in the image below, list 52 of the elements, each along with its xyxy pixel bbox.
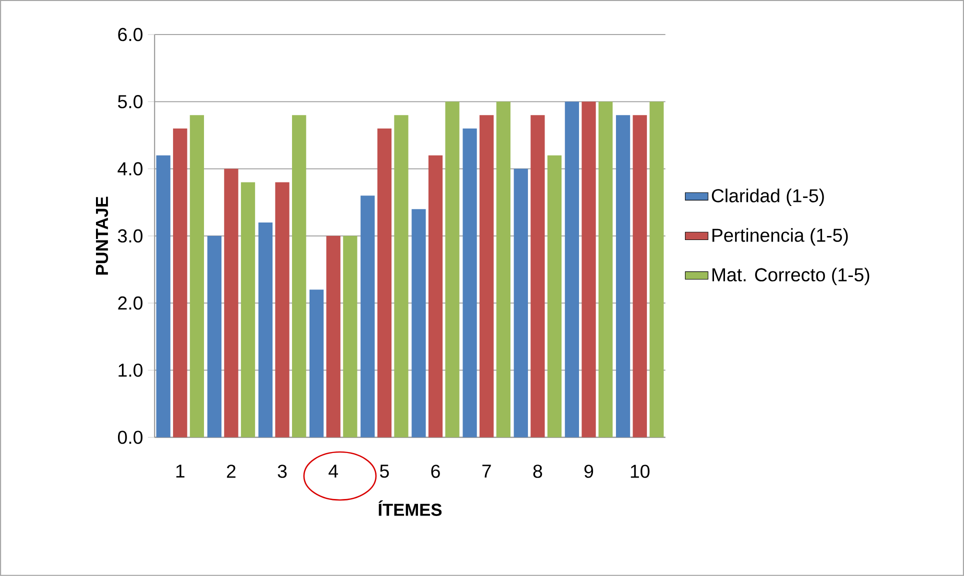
bar <box>207 236 222 438</box>
bar <box>582 102 596 438</box>
y-tick-label: 1.0 <box>118 364 142 377</box>
bar <box>650 102 664 438</box>
x-tick-label: 2 <box>226 464 236 478</box>
bar <box>343 236 358 438</box>
bar <box>156 155 170 438</box>
bar <box>377 128 392 438</box>
bar <box>309 290 324 438</box>
bar <box>292 115 306 438</box>
x-tick-label: 1 <box>176 464 184 478</box>
bar <box>224 168 238 438</box>
x-axis-title: ÍTEMES <box>378 500 442 516</box>
bar <box>412 209 426 438</box>
x-tick-label: 9 <box>584 464 594 478</box>
bar <box>190 115 204 438</box>
bar <box>547 155 562 438</box>
x-tick-label: 4 <box>328 464 338 478</box>
bar <box>530 115 545 438</box>
bar <box>480 115 494 438</box>
x-tick-label: 10 <box>630 464 650 478</box>
bar <box>462 128 477 438</box>
y-tick-label: 6.0 <box>118 28 142 42</box>
bar <box>514 168 528 438</box>
bar <box>598 102 613 438</box>
bar <box>173 128 188 438</box>
bar <box>496 102 510 438</box>
bar <box>428 155 443 438</box>
x-tick-label: 6 <box>431 464 440 478</box>
bar <box>632 115 647 438</box>
y-tick-label: 0.0 <box>118 430 142 444</box>
x-tick-label: 7 <box>482 464 491 478</box>
y-axis-title: PUNTAJE <box>96 196 108 275</box>
bar <box>564 102 580 438</box>
bar <box>275 182 290 438</box>
bar <box>240 182 256 438</box>
bar <box>360 196 375 438</box>
x-tick-label: 8 <box>533 464 542 478</box>
bar <box>258 222 273 438</box>
bar <box>445 102 460 438</box>
legend-label: Claridad (1-5) <box>712 188 824 206</box>
bar <box>394 115 408 438</box>
y-tick-label: 4.0 <box>118 162 142 176</box>
y-tick-label: 3.0 <box>118 229 142 243</box>
bar <box>616 115 630 438</box>
bar <box>326 236 340 438</box>
legend-label: Mat. Correcto (1-5) <box>712 268 870 286</box>
y-tick-label: 2.0 <box>118 296 142 310</box>
legend-label: Pertinencia (1-5) <box>712 228 848 246</box>
y-tick-label: 5.0 <box>118 95 142 108</box>
x-tick-label: 5 <box>380 464 389 478</box>
x-tick-label: 3 <box>278 464 287 478</box>
